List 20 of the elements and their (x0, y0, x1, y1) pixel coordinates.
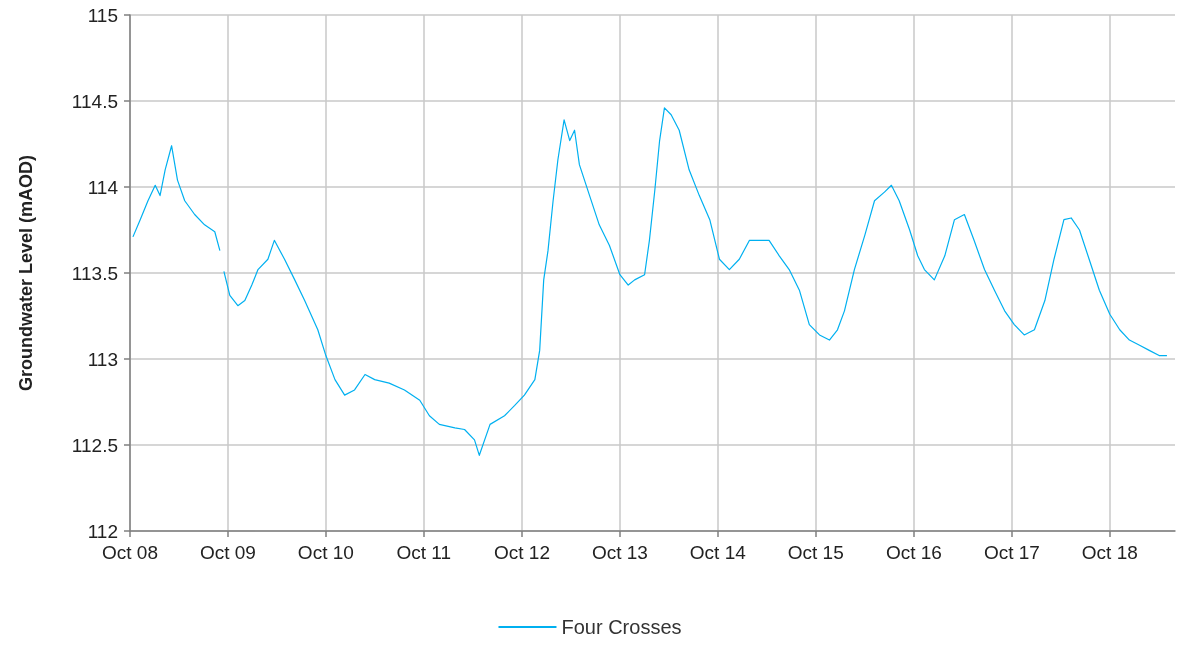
y-axis-title: Groundwater Level (mAOD) (16, 154, 36, 392)
x-tick-label: Oct 13 (591, 542, 648, 563)
y-tick-label: 113 (87, 348, 118, 370)
y-tick-label: 114 (87, 176, 119, 198)
x-tick-label: Oct 09 (199, 542, 256, 563)
y-tick-label: 115 (87, 4, 118, 26)
x-tick-label: Oct 17 (983, 542, 1040, 563)
x-tick-label: Oct 11 (396, 542, 452, 563)
x-tick-label: Oct 18 (1081, 542, 1138, 563)
x-tick-label: Oct 14 (689, 542, 747, 563)
legend-label: Four Crosses (561, 616, 682, 638)
y-tick-label: 112.5 (71, 434, 118, 456)
x-tick-label: Oct 16 (885, 542, 942, 563)
x-tick-label: Oct 12 (493, 542, 550, 563)
x-tick-label: Oct 15 (787, 542, 844, 563)
y-tick-label: 113.5 (71, 262, 118, 284)
y-tick-label: 112 (87, 520, 118, 542)
y-tick-label: 114.5 (71, 90, 118, 112)
x-tick-label: Oct 08 (102, 542, 158, 563)
x-tick-label: Oct 10 (297, 542, 354, 563)
